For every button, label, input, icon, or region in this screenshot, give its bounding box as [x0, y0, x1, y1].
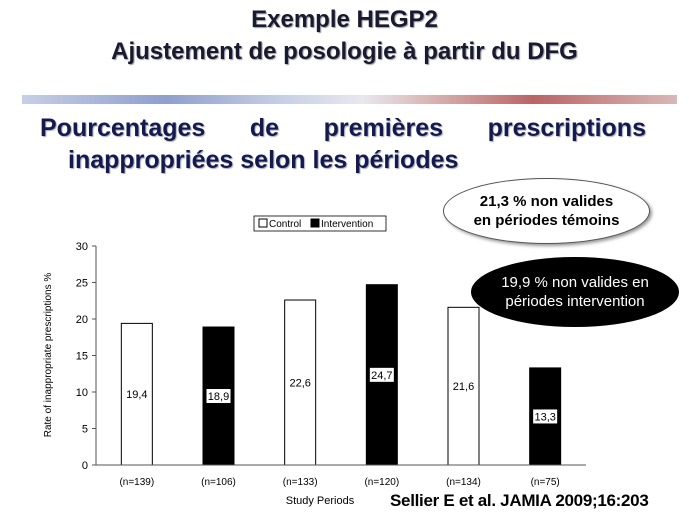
data-label-background — [206, 389, 231, 404]
data-label: 24,7 — [371, 370, 392, 382]
title-divider — [22, 95, 677, 104]
data-label: 21,6 — [453, 381, 474, 393]
slide-title-line2: Ajustement de posologie à partir du DFG — [111, 38, 578, 65]
y-axis: 0 5 10 15 20 25 30 — [76, 241, 97, 472]
bar-control — [447, 306, 480, 466]
data-label: 22,6 — [289, 378, 310, 390]
x-tick-label: (n=120) — [364, 477, 399, 488]
bar-control — [284, 299, 317, 466]
y-axis-label: Rate of inappropriate prescriptions % — [43, 273, 54, 438]
data-label-background — [369, 367, 394, 382]
slide-subtitle: Pourcentages de premières prescriptions … — [40, 112, 646, 176]
subtitle-word: prescriptions — [487, 114, 646, 142]
x-tick-label: (n=134) — [446, 477, 481, 488]
y-tick-label: 25 — [76, 278, 88, 290]
chart-legend: Control Intervention — [253, 215, 387, 232]
subtitle-line2: inappropriées selon les périodes — [68, 146, 459, 174]
x-tick-label: (n=106) — [201, 477, 236, 488]
legend-swatch-control — [258, 218, 268, 228]
legend-label-intervention: Intervention — [321, 219, 373, 230]
subtitle-word: premières — [323, 114, 444, 142]
data-label: 18,9 — [208, 391, 229, 403]
intervention-callout-line1: 19,9 % non valides en — [501, 274, 649, 291]
y-tick-label: 10 — [76, 387, 88, 399]
y-tick-label: 30 — [76, 241, 88, 253]
bars: 19,4 18,9 22,6 24,7 21,6 13,3 — [120, 284, 562, 466]
data-label-background — [533, 409, 558, 424]
subtitle-word: Pourcentages — [40, 114, 206, 142]
y-tick-label: 20 — [76, 314, 88, 326]
x-axis-label: Study Periods — [286, 495, 355, 507]
legend-box — [253, 215, 387, 232]
slide-title-line1: Exemple HEGP2 — [251, 6, 438, 33]
x-tick-label: (n=133) — [283, 477, 318, 488]
x-tick-label: (n=75) — [531, 477, 560, 488]
y-tick-label: 5 — [82, 424, 88, 436]
y-tick-label: 0 — [82, 460, 88, 472]
y-tick-label: 15 — [76, 351, 88, 363]
control-callout-line1: 21,3 % non valides — [479, 193, 614, 210]
control-callout-line2: en périodes témoins — [473, 212, 620, 229]
x-axis: (n=139) (n=106) (n=133) (n=120) (n=134) (n=75… — [96, 464, 586, 488]
subtitle-line1: Pourcentages de premières prescriptions — [40, 112, 646, 144]
data-label: 19,4 — [126, 389, 147, 401]
legend-label-control: Control — [269, 219, 301, 230]
x-tick-label: (n=139) — [119, 477, 154, 488]
subtitle-word: de — [249, 114, 280, 142]
intervention-callout-line2: périodes intervention — [505, 293, 645, 310]
legend-swatch-intervention — [310, 218, 320, 228]
data-label: 13,3 — [534, 411, 555, 423]
citation: Sellier E et al. JAMIA 2009;16:203 — [390, 491, 649, 510]
intervention-callout: 19,9 % non valides en périodes intervent… — [471, 257, 679, 327]
control-callout: 21,3 % non valides en périodes témoins — [443, 178, 650, 244]
